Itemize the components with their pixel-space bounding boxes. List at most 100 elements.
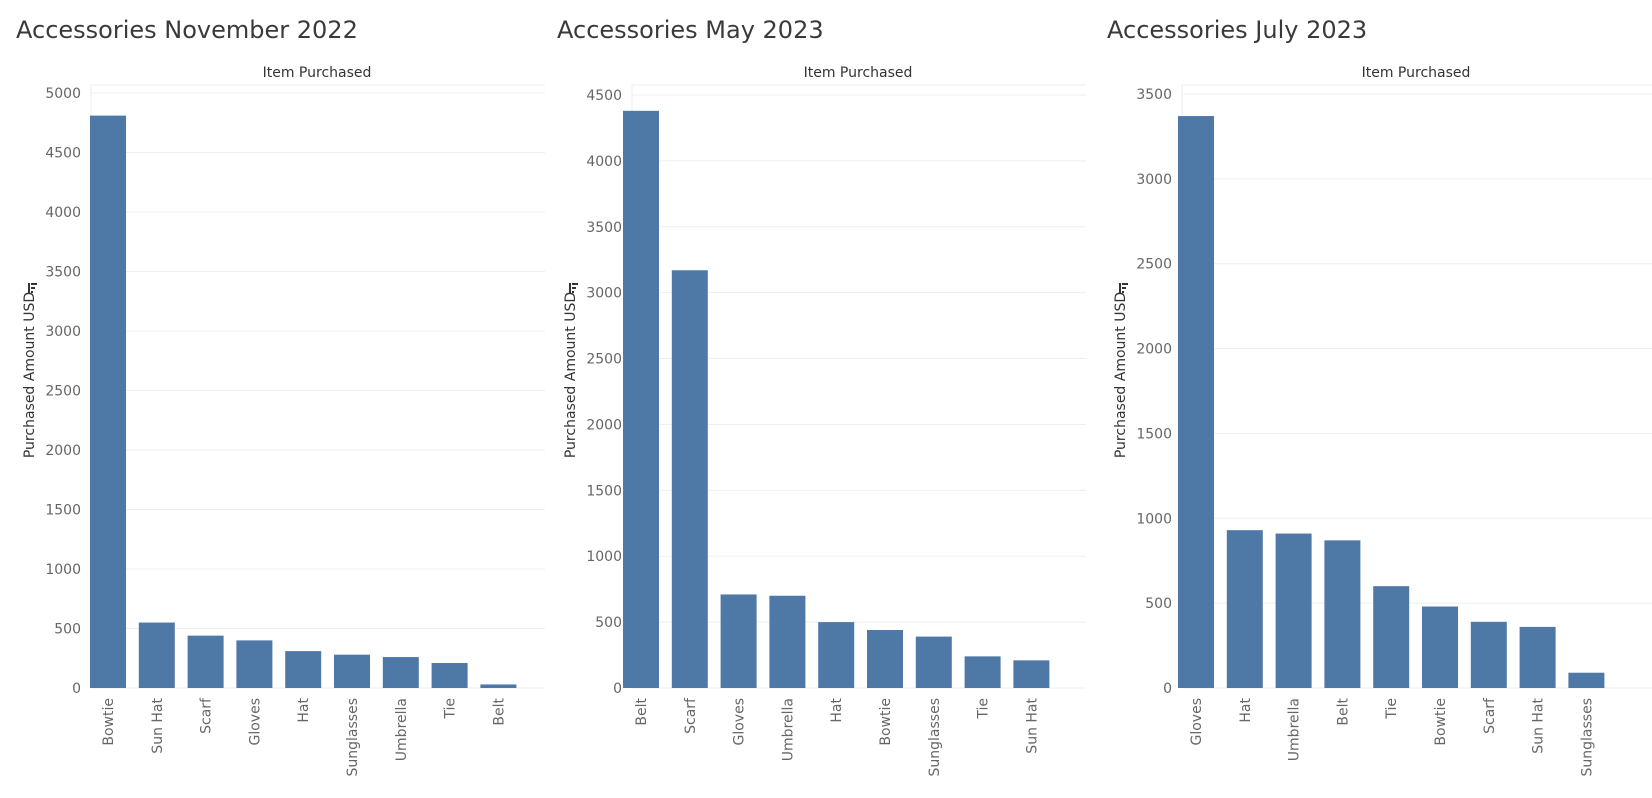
bar[interactable] xyxy=(1324,540,1361,688)
y-tick-label: 3000 xyxy=(45,324,81,340)
y-tick-label: 500 xyxy=(595,615,622,631)
bar[interactable] xyxy=(1568,672,1605,688)
x-tick-label: Gloves xyxy=(1189,698,1205,746)
bar[interactable] xyxy=(1013,660,1050,688)
chart-title: Accessories May 2023 xyxy=(557,16,824,44)
chart-panel-may-2023: Accessories May 2023 Item Purchased 0 500 1… xyxy=(557,0,1097,798)
x-tick-label: Hat xyxy=(296,698,312,723)
sort-icon[interactable] xyxy=(569,283,578,293)
bar[interactable] xyxy=(1275,533,1312,688)
bar[interactable] xyxy=(187,635,224,688)
x-tick-label: Sunglasses xyxy=(345,698,361,776)
y-tick-label: 3500 xyxy=(1136,87,1172,103)
x-tick-label: Umbrella xyxy=(394,698,410,761)
x-tick-label: Sun Hat xyxy=(1024,697,1040,753)
x-tick-label: Bowtie xyxy=(101,698,117,746)
chart-title: Accessories November 2022 xyxy=(16,16,358,44)
bar[interactable] xyxy=(671,270,708,688)
sort-icon[interactable] xyxy=(28,283,37,293)
x-tick-label: Hat xyxy=(829,698,845,723)
x-tick-label: Tie xyxy=(976,698,992,720)
bar[interactable] xyxy=(867,630,903,688)
bar[interactable] xyxy=(480,684,517,688)
x-tick-label: Scarf xyxy=(199,697,215,734)
x-axis-title: Item Purchased xyxy=(1362,65,1471,81)
x-tick-label: Belt xyxy=(634,698,650,726)
y-tick-label: 1500 xyxy=(586,483,622,499)
x-tick-label: Umbrella xyxy=(1287,698,1303,761)
y-tick-label: 2000 xyxy=(1136,342,1172,358)
bar-chart-july-2023: Item Purchased 0 500 1000 1500 2000 2500 3000 35… xyxy=(1113,65,1652,776)
x-tick-label: Hat xyxy=(1238,698,1254,723)
y-tick-label: 0 xyxy=(1163,681,1172,697)
y-tick-label: 2000 xyxy=(45,443,81,459)
y-tick-label: 500 xyxy=(1145,596,1172,612)
x-tick-label: Sunglasses xyxy=(927,698,943,776)
x-tick-label: Bowtie xyxy=(1433,698,1449,746)
y-tick-label: 3500 xyxy=(586,220,622,236)
x-tick-label: Sunglasses xyxy=(1579,698,1595,776)
y-tick-label: 4000 xyxy=(586,154,622,170)
bar[interactable] xyxy=(1519,626,1556,688)
chart-title: Accessories July 2023 xyxy=(1107,16,1368,44)
bar[interactable] xyxy=(964,656,1001,688)
y-tick-label: 0 xyxy=(72,681,81,697)
y-tick-label: 2500 xyxy=(586,352,622,368)
x-tick-label: Gloves xyxy=(247,698,263,746)
bar[interactable] xyxy=(1373,586,1410,688)
bar[interactable] xyxy=(334,654,370,688)
bar[interactable] xyxy=(769,595,806,688)
bar[interactable] xyxy=(382,657,419,688)
bar[interactable] xyxy=(431,663,468,688)
y-axis-title: Purchased Amount USD xyxy=(1113,292,1129,458)
y-axis-title: Purchased Amount USD xyxy=(22,292,38,458)
bar[interactable] xyxy=(90,115,126,689)
y-tick-label: 0 xyxy=(613,681,622,697)
x-tick-label: Umbrella xyxy=(780,698,796,761)
y-tick-label: 5000 xyxy=(45,86,81,102)
x-tick-label: Belt xyxy=(491,698,507,726)
y-tick-label: 500 xyxy=(54,622,81,638)
y-tick-label: 2500 xyxy=(45,384,81,400)
x-axis-title: Item Purchased xyxy=(804,65,913,81)
bar[interactable] xyxy=(1178,116,1214,688)
y-tick-label: 4000 xyxy=(45,205,81,221)
y-tick-label: 4500 xyxy=(586,88,622,104)
y-tick-label: 1000 xyxy=(1136,511,1172,527)
y-axis-title: Purchased Amount USD xyxy=(563,292,579,458)
y-tick-label: 1500 xyxy=(45,503,81,519)
x-tick-label: Scarf xyxy=(1482,697,1498,734)
bar[interactable] xyxy=(623,110,659,688)
y-tick-label: 3000 xyxy=(1136,172,1172,188)
chart-panel-july-2023: Accessories July 2023 Item Purchased 0 500… xyxy=(1107,0,1652,798)
x-tick-label: Sun Hat xyxy=(150,697,166,753)
bar[interactable] xyxy=(720,594,757,688)
x-tick-label: Scarf xyxy=(683,697,699,734)
x-tick-label: Sun Hat xyxy=(1531,697,1547,753)
x-tick-label: Belt xyxy=(1335,698,1351,726)
bar[interactable] xyxy=(818,622,855,688)
y-tick-label: 4500 xyxy=(45,146,81,162)
x-tick-label: Tie xyxy=(1384,698,1400,720)
y-tick-label: 2500 xyxy=(1136,257,1172,273)
x-tick-label: Tie xyxy=(443,698,459,720)
bar-chart-november-2022: Item Purchased 0 500 1000 1500 2000 2500 3000 35… xyxy=(22,65,545,776)
sort-icon[interactable] xyxy=(1119,283,1128,293)
y-tick-label: 3000 xyxy=(586,286,622,302)
x-tick-label: Bowtie xyxy=(878,698,894,746)
bar[interactable] xyxy=(236,640,273,688)
y-tick-label: 1500 xyxy=(1136,426,1172,442)
bar[interactable] xyxy=(915,636,952,688)
y-tick-label: 2000 xyxy=(586,417,622,433)
bar[interactable] xyxy=(1470,621,1507,688)
bar[interactable] xyxy=(285,651,322,688)
bar-chart-may-2023: Item Purchased 0 500 1000 1500 2000 2500 3000 35… xyxy=(563,65,1086,776)
y-tick-label: 1000 xyxy=(586,549,622,565)
y-tick-label: 3500 xyxy=(45,265,81,281)
y-tick-label: 1000 xyxy=(45,562,81,578)
x-tick-label: Gloves xyxy=(732,698,748,746)
x-axis-title: Item Purchased xyxy=(263,65,372,81)
bar[interactable] xyxy=(1226,530,1263,688)
bar[interactable] xyxy=(138,622,175,688)
bar[interactable] xyxy=(1422,606,1458,688)
